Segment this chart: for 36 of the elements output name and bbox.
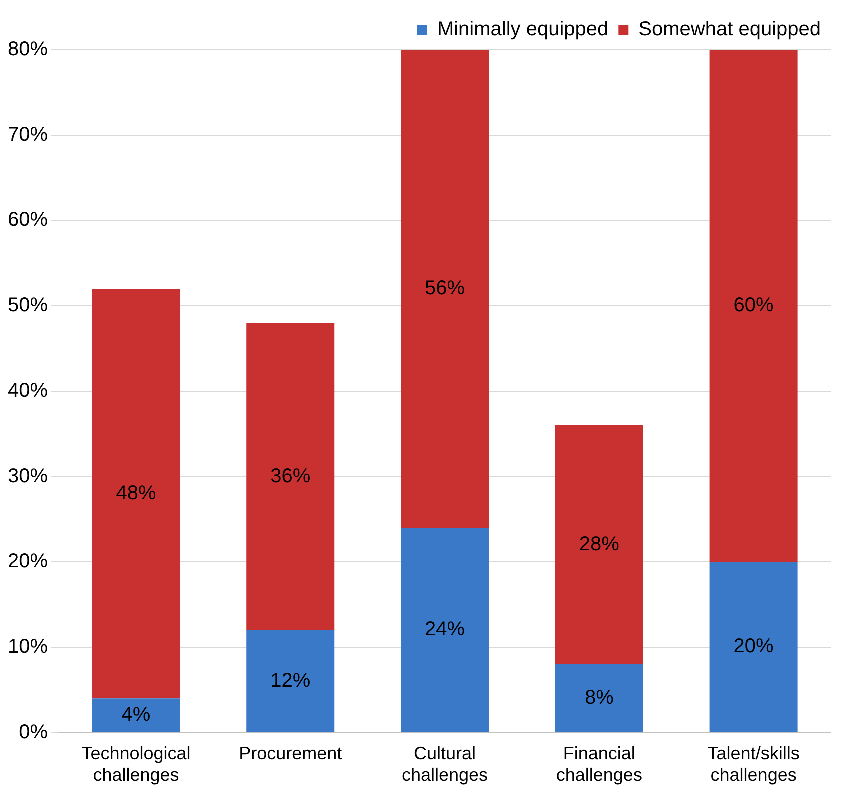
data-label: 20%: [734, 636, 774, 658]
bar: [92, 698, 180, 732]
y-tick-label: 20%: [8, 550, 48, 573]
bar: [710, 562, 798, 732]
bar: [555, 426, 644, 665]
data-label: 8%: [584, 686, 614, 709]
bar: [401, 50, 490, 528]
y-tick-label: 30%: [8, 465, 48, 488]
data-label: 12%: [270, 670, 311, 692]
bar: [246, 630, 335, 732]
data-label: 48%: [116, 482, 156, 504]
x-tick-label: Financial challenges: [556, 744, 642, 786]
x-tick-label: Cultural challenges: [402, 744, 488, 786]
data-label: 28%: [579, 534, 620, 556]
y-tick-label: 0%: [19, 721, 48, 744]
y-tick-label: 50%: [8, 294, 48, 317]
data-label: 24%: [425, 618, 466, 641]
data-label: 60%: [734, 294, 774, 317]
y-tick-label: 80%: [8, 38, 48, 61]
legend-label: Minimally equipped: [437, 18, 609, 41]
legend-label: Somewhat equipped: [638, 18, 822, 41]
bar: [555, 664, 644, 732]
x-tick-label: Procurement: [239, 744, 342, 764]
y-tick-label: 10%: [8, 636, 48, 658]
data-label: 56%: [425, 277, 466, 300]
data-label: 36%: [270, 465, 311, 488]
bar: [92, 288, 180, 699]
x-tick-label: Talent/skills challenges: [708, 744, 800, 786]
y-tick-label: 70%: [8, 124, 48, 146]
y-tick-label: 40%: [8, 380, 48, 402]
bar: [710, 50, 798, 562]
bar: [401, 528, 490, 732]
data-label: 4%: [122, 704, 151, 726]
bar: [246, 323, 335, 630]
x-tick-label: Technological challenges: [82, 744, 191, 786]
y-tick-label: 60%: [8, 209, 48, 232]
